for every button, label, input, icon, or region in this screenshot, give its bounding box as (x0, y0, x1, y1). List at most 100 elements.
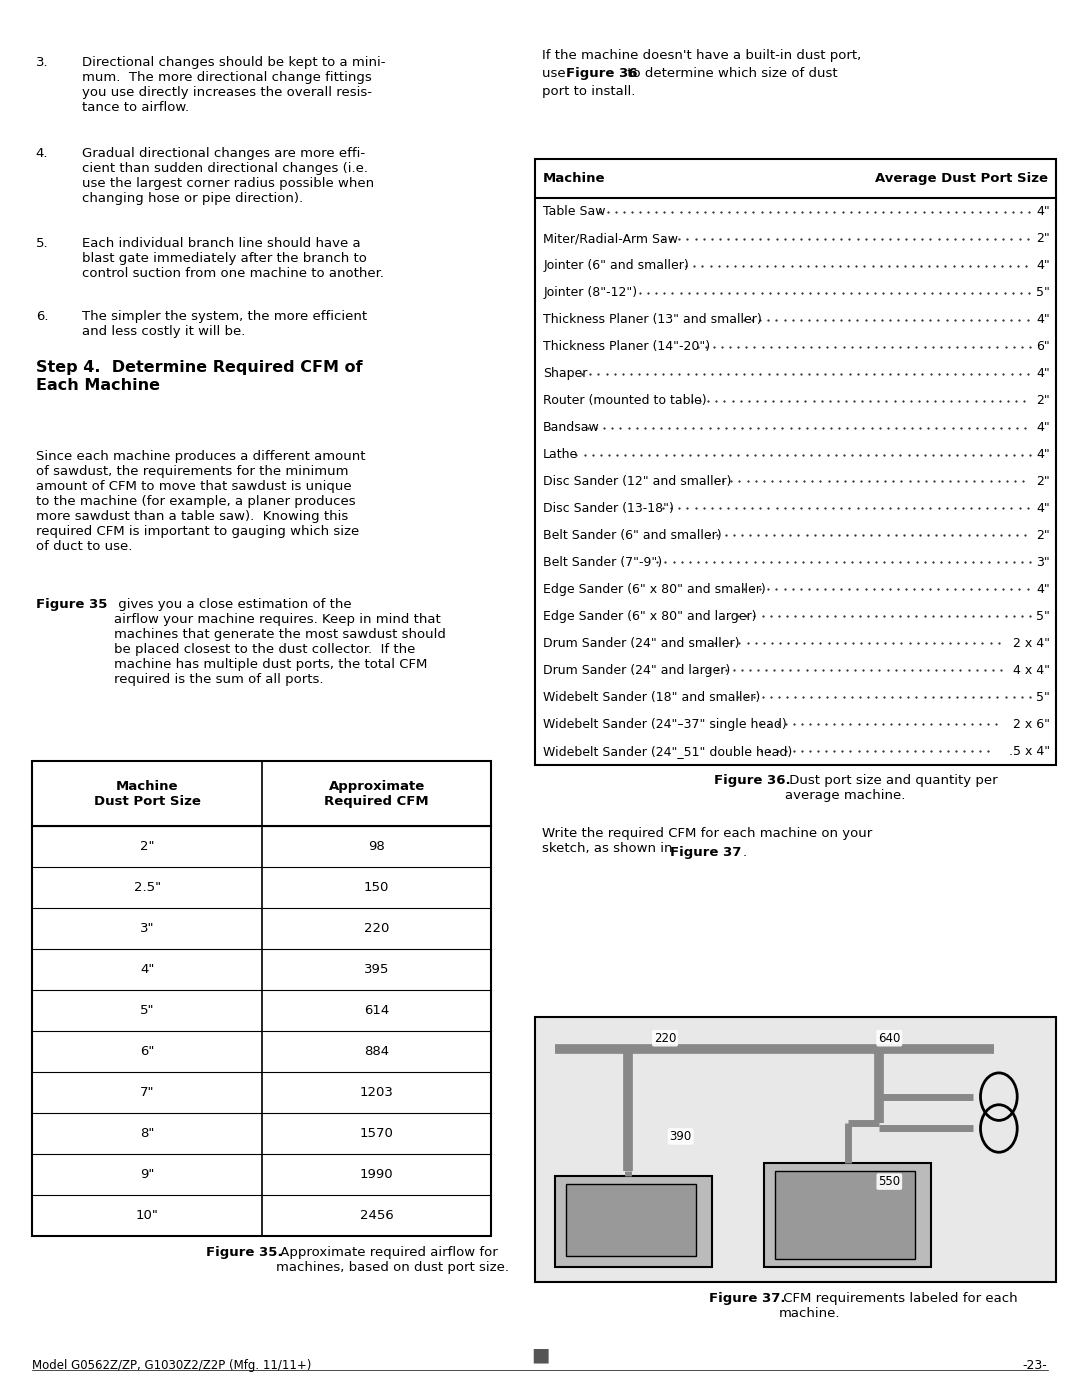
Text: Approximate required airflow for
machines, based on dust port size.: Approximate required airflow for machine… (276, 1246, 509, 1274)
Text: Router (mounted to table): Router (mounted to table) (543, 394, 707, 407)
Text: Figure 36.: Figure 36. (715, 774, 791, 788)
Text: The simpler the system, the more efficient
and less costly it will be.: The simpler the system, the more efficie… (82, 310, 367, 338)
Text: -23-: -23- (1023, 1359, 1048, 1372)
Text: Widebelt Sander (24"_51" double head): Widebelt Sander (24"_51" double head) (543, 745, 793, 757)
Text: 10": 10" (136, 1210, 159, 1222)
Text: Jointer (8"-12"): Jointer (8"-12") (543, 286, 637, 299)
Text: 7": 7" (140, 1087, 154, 1099)
Text: Jointer (6" and smaller): Jointer (6" and smaller) (543, 260, 689, 272)
Text: 2 x 6": 2 x 6" (1013, 718, 1050, 731)
Text: to determine which size of dust: to determine which size of dust (623, 67, 838, 80)
Text: 6": 6" (1036, 339, 1050, 353)
Text: Bandsaw: Bandsaw (543, 420, 600, 434)
Text: Lathe: Lathe (543, 448, 579, 461)
Text: Approximate
Required CFM: Approximate Required CFM (324, 780, 429, 807)
Text: 98: 98 (368, 840, 386, 854)
Text: Thickness Planer (13" and smaller): Thickness Planer (13" and smaller) (543, 313, 762, 327)
Text: 5": 5" (140, 1004, 154, 1017)
Text: 2": 2" (1036, 394, 1050, 407)
Text: Miter/Radial-Arm Saw: Miter/Radial-Arm Saw (543, 232, 678, 246)
Text: 5": 5" (1036, 609, 1050, 623)
Text: 4": 4" (1036, 313, 1050, 327)
Text: CFM requirements labeled for each
machine.: CFM requirements labeled for each machin… (780, 1292, 1017, 1320)
Text: .5 x 4": .5 x 4" (1009, 745, 1050, 757)
Bar (555, 1176, 712, 1267)
Text: 2": 2" (1036, 232, 1050, 246)
Text: 3.: 3. (36, 56, 49, 68)
Bar (535, 159, 1056, 764)
Bar (774, 1171, 916, 1259)
Text: 3": 3" (140, 922, 154, 935)
Text: 395: 395 (364, 963, 389, 977)
Text: 4": 4" (1036, 205, 1050, 218)
Text: Table Saw: Table Saw (543, 205, 606, 218)
Text: Machine: Machine (543, 172, 606, 186)
Text: 2": 2" (1036, 475, 1050, 488)
Text: 4 x 4": 4 x 4" (1013, 664, 1050, 676)
Text: Thickness Planer (14"-20"): Thickness Planer (14"-20") (543, 339, 711, 353)
Text: 220: 220 (364, 922, 389, 935)
Bar (32, 761, 491, 1236)
Text: 4": 4" (1036, 260, 1050, 272)
Text: Drum Sander (24" and larger): Drum Sander (24" and larger) (543, 664, 730, 676)
Text: ■: ■ (530, 1345, 550, 1365)
Text: Write the required CFM for each machine on your
sketch, as shown in: Write the required CFM for each machine … (542, 827, 873, 855)
Text: 4": 4" (1036, 448, 1050, 461)
Text: Each individual branch line should have a
blast gate immediately after the branc: Each individual branch line should have … (82, 237, 384, 281)
Text: Figure 36: Figure 36 (566, 67, 637, 80)
Text: Drum Sander (24" and smaller): Drum Sander (24" and smaller) (543, 637, 740, 650)
Text: Edge Sander (6" x 80" and smaller): Edge Sander (6" x 80" and smaller) (543, 583, 766, 597)
Text: Directional changes should be kept to a mini-
mum.  The more directional change : Directional changes should be kept to a … (82, 56, 386, 115)
Text: Belt Sander (7"-9"): Belt Sander (7"-9") (543, 556, 662, 569)
Text: Figure 37: Figure 37 (670, 845, 741, 859)
Text: 4": 4" (1036, 502, 1050, 515)
Text: Disc Sander (12" and smaller): Disc Sander (12" and smaller) (543, 475, 731, 488)
Text: 884: 884 (364, 1045, 389, 1059)
Text: .: . (743, 845, 747, 859)
Text: If the machine doesn't have a built-in dust port,: If the machine doesn't have a built-in d… (542, 49, 862, 61)
Text: 1203: 1203 (360, 1087, 393, 1099)
Text: Figure 37.: Figure 37. (708, 1292, 785, 1305)
Text: 2.5": 2.5" (134, 882, 161, 894)
Text: 1570: 1570 (360, 1127, 393, 1140)
Text: Figure 35: Figure 35 (36, 598, 107, 610)
Text: Average Dust Port Size: Average Dust Port Size (875, 172, 1048, 186)
Text: 6.: 6. (36, 310, 49, 323)
Text: 8": 8" (140, 1127, 154, 1140)
Text: 614: 614 (364, 1004, 389, 1017)
Text: 4": 4" (140, 963, 154, 977)
Text: 4": 4" (1036, 420, 1050, 434)
Text: 2": 2" (1036, 529, 1050, 542)
Text: 2456: 2456 (360, 1210, 393, 1222)
Text: 9": 9" (140, 1168, 154, 1182)
Text: 5": 5" (1036, 690, 1050, 704)
Bar (765, 1162, 931, 1267)
Text: Dust port size and quantity per
average machine.: Dust port size and quantity per average … (784, 774, 997, 802)
Text: port to install.: port to install. (542, 85, 635, 98)
Text: 390: 390 (670, 1130, 692, 1143)
Text: Belt Sander (6" and smaller): Belt Sander (6" and smaller) (543, 529, 721, 542)
Text: 150: 150 (364, 882, 389, 894)
Text: Widebelt Sander (24"–37" single head): Widebelt Sander (24"–37" single head) (543, 718, 787, 731)
Text: 1990: 1990 (360, 1168, 393, 1182)
Text: 4": 4" (1036, 583, 1050, 597)
Text: 4": 4" (1036, 367, 1050, 380)
Text: Gradual directional changes are more effi-
cient than sudden directional changes: Gradual directional changes are more eff… (82, 147, 374, 205)
Text: 2 x 4": 2 x 4" (1013, 637, 1050, 650)
Bar (535, 1017, 1056, 1282)
Text: 220: 220 (653, 1032, 676, 1045)
Text: Figure 35.: Figure 35. (205, 1246, 282, 1259)
Text: Machine
Dust Port Size: Machine Dust Port Size (94, 780, 201, 807)
Text: Edge Sander (6" x 80" and larger): Edge Sander (6" x 80" and larger) (543, 609, 757, 623)
Text: Model G0562Z/ZP, G1030Z2/Z2P (Mfg. 11/11+): Model G0562Z/ZP, G1030Z2/Z2P (Mfg. 11/11… (32, 1359, 312, 1372)
Text: Since each machine produces a different amount
of sawdust, the requirements for : Since each machine produces a different … (36, 450, 365, 553)
Text: 5.: 5. (36, 237, 49, 250)
Text: Step 4.  Determine Required CFM of
Each Machine: Step 4. Determine Required CFM of Each M… (36, 360, 362, 393)
Text: 3": 3" (1036, 556, 1050, 569)
Text: 640: 640 (878, 1032, 901, 1045)
Bar (566, 1185, 697, 1256)
Text: Disc Sander (13-18"): Disc Sander (13-18") (543, 502, 674, 515)
Text: use: use (542, 67, 570, 80)
Text: gives you a close estimation of the
airflow your machine requires. Keep in mind : gives you a close estimation of the airf… (114, 598, 446, 686)
Text: 550: 550 (878, 1175, 901, 1187)
